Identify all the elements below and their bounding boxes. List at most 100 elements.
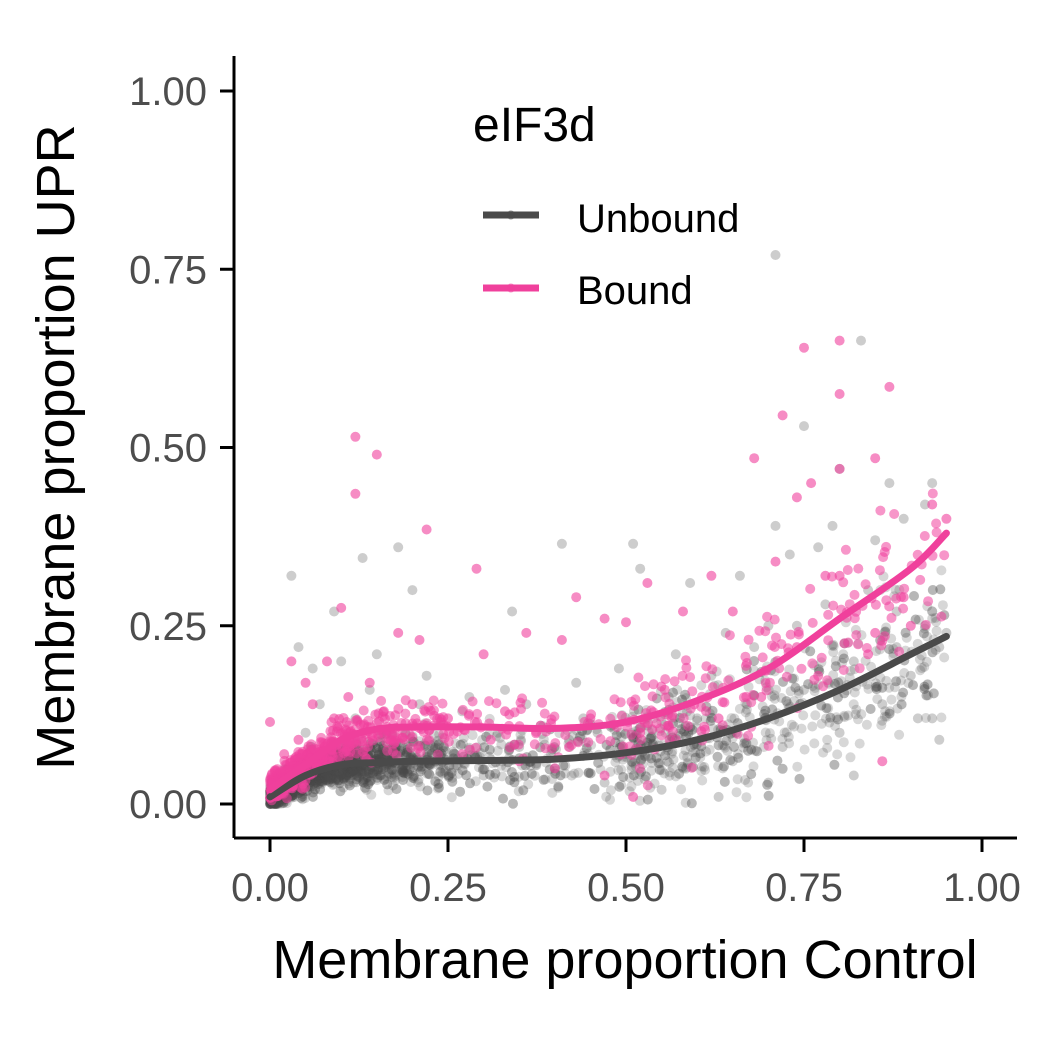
- unbound-cloud-point: [762, 779, 773, 790]
- unbound-cloud-point: [345, 767, 356, 778]
- unbound-cloud-point: [400, 763, 411, 774]
- unbound-cloud-point: [771, 684, 781, 695]
- unbound-cloud-point: [333, 775, 344, 786]
- unbound-cloud-point: [342, 770, 353, 781]
- bound-point: [564, 742, 574, 752]
- unbound-cloud-point: [626, 761, 637, 772]
- unbound-cloud-point: [914, 654, 925, 665]
- unbound-cloud-point: [398, 765, 409, 776]
- unbound-cloud-point: [467, 730, 478, 741]
- unbound-cloud-point: [593, 757, 604, 768]
- unbound-cloud-point: [930, 645, 941, 655]
- unbound-cloud-point: [830, 661, 841, 672]
- x-tick-label: 0.75: [765, 866, 843, 910]
- unbound-cloud-point: [344, 780, 355, 791]
- bound-cloud-point: [769, 614, 780, 625]
- unbound-cloud-point: [297, 791, 308, 802]
- unbound-cloud-point: [295, 792, 306, 803]
- unbound-cloud-point: [717, 763, 728, 774]
- unbound-cloud-point: [781, 727, 792, 738]
- bound-cloud-point: [537, 697, 548, 708]
- bound-cloud-point: [660, 674, 671, 685]
- unbound-cloud-point: [783, 732, 794, 742]
- unbound-cloud-point: [342, 769, 352, 780]
- unbound-cloud-point: [738, 742, 749, 753]
- unbound-point: [613, 663, 624, 674]
- unbound-cloud-point: [380, 764, 391, 775]
- bound-cloud-point: [605, 736, 616, 747]
- bound-point: [386, 734, 396, 745]
- unbound-cloud-point: [786, 719, 797, 730]
- bound-cloud-point: [669, 676, 680, 687]
- unbound-point: [848, 770, 859, 781]
- unbound-cloud-point: [618, 772, 629, 782]
- unbound-cloud-point: [316, 776, 327, 787]
- unbound-cloud-point: [434, 782, 444, 793]
- unbound-point: [727, 756, 738, 767]
- unbound-cloud-point: [653, 758, 664, 769]
- unbound-cloud-point: [896, 699, 907, 710]
- bound-cloud-point: [823, 635, 834, 646]
- unbound-cloud-point: [327, 773, 338, 784]
- unbound-cloud-point: [752, 746, 762, 757]
- unbound-cloud-point: [628, 770, 639, 781]
- unbound-cloud-point: [363, 773, 373, 783]
- unbound-cloud-point: [334, 778, 345, 789]
- unbound-cloud-point: [375, 770, 386, 781]
- unbound-point: [749, 642, 760, 653]
- unbound-cloud-point: [363, 779, 374, 790]
- unbound-cloud-point: [492, 745, 503, 756]
- unbound-cloud-point: [884, 708, 895, 719]
- bound-cloud-point: [763, 740, 774, 751]
- unbound-cloud-point: [311, 775, 322, 786]
- unbound-cloud-point: [439, 767, 450, 777]
- bound-point: [421, 524, 432, 535]
- unbound-cloud-point: [923, 690, 934, 701]
- unbound-cloud-point: [334, 771, 344, 782]
- bound-point: [898, 592, 909, 603]
- bound-cloud-point: [443, 736, 454, 747]
- unbound-cloud-point: [399, 768, 410, 779]
- legend-dot-unbound: [506, 210, 516, 220]
- unbound-cloud-point: [390, 775, 401, 786]
- bound-cloud-point: [615, 697, 626, 708]
- unbound-cloud-point: [347, 770, 357, 781]
- unbound-cloud-point: [704, 744, 715, 755]
- unbound-cloud-point: [573, 767, 584, 778]
- unbound-cloud-point: [665, 767, 675, 778]
- unbound-cloud-point: [677, 761, 688, 772]
- unbound-cloud-point: [881, 675, 892, 686]
- bound-point: [777, 410, 788, 421]
- unbound-cloud-point: [477, 764, 488, 775]
- unbound-cloud-point: [769, 693, 780, 704]
- unbound-point: [770, 250, 781, 260]
- unbound-cloud-point: [668, 687, 678, 698]
- unbound-point: [300, 727, 311, 738]
- unbound-cloud-point: [656, 765, 667, 776]
- unbound-cloud-point: [316, 773, 327, 784]
- unbound-cloud-point: [358, 775, 369, 785]
- unbound-cloud-point: [792, 761, 803, 772]
- unbound-cloud-point: [397, 766, 408, 777]
- unbound-point: [293, 642, 304, 653]
- bound-cloud-point: [816, 652, 827, 663]
- unbound-cloud-point: [872, 681, 883, 692]
- bound-point: [834, 335, 845, 346]
- unbound-cloud-point: [713, 761, 724, 772]
- unbound-cloud-point: [367, 768, 378, 779]
- unbound-cloud-point: [721, 736, 732, 746]
- unbound-cloud-point: [327, 773, 338, 784]
- unbound-cloud-point: [849, 687, 860, 698]
- unbound-cloud-point: [683, 728, 694, 739]
- unbound-cloud-point: [680, 745, 691, 756]
- bound-cloud-point: [875, 505, 886, 516]
- unbound-cloud-point: [918, 628, 929, 639]
- bound-cloud-point: [296, 748, 307, 759]
- unbound-point: [678, 763, 688, 774]
- x-axis-title: Membrane proportion Control: [272, 930, 977, 990]
- y-tick-label: 0.75: [129, 248, 207, 292]
- unbound-cloud-point: [398, 767, 409, 778]
- unbound-cloud-point: [743, 745, 754, 756]
- bound-point: [799, 342, 809, 353]
- bound-point: [599, 613, 610, 624]
